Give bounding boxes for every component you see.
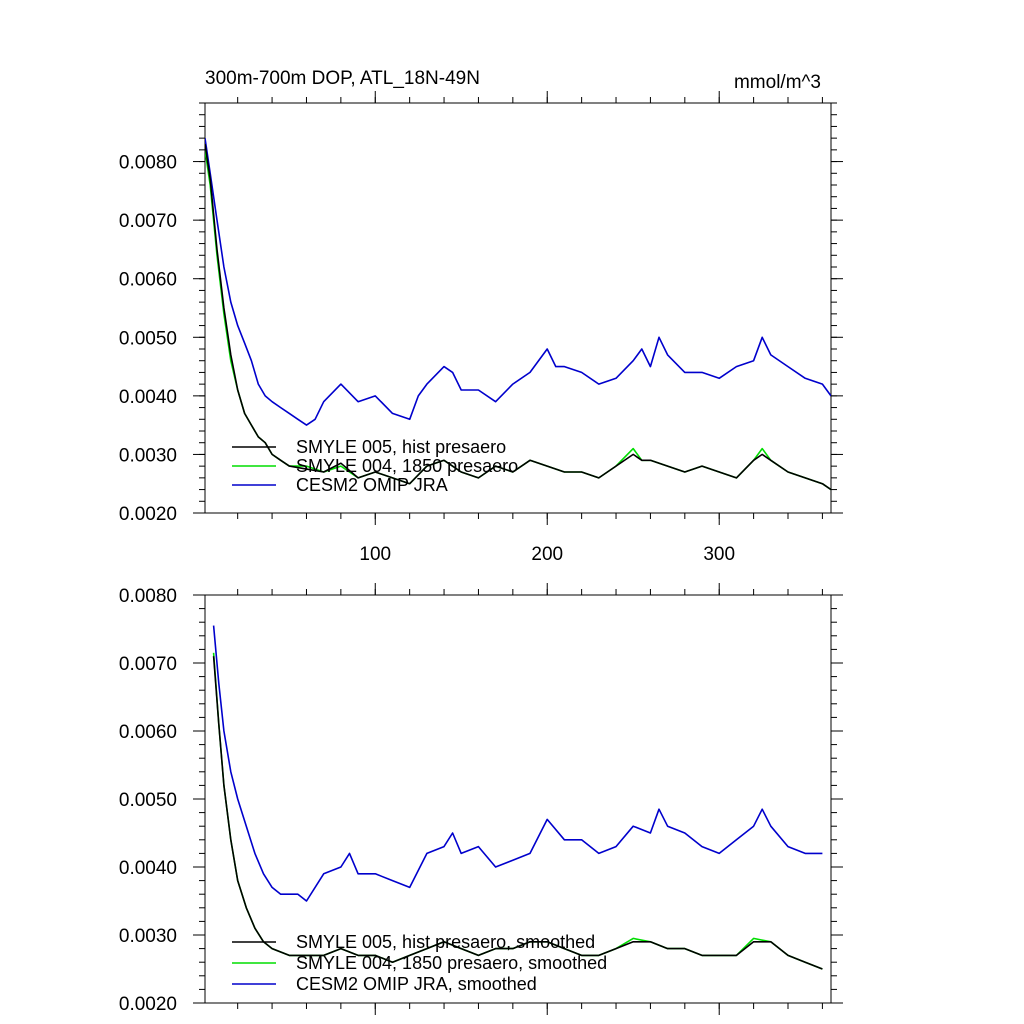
- y-tick-label: 0.0080: [119, 153, 177, 174]
- legend-label: SMYLE 005, hist presaero, smoothed: [296, 932, 595, 952]
- series-line-0: [205, 143, 831, 491]
- x-tick-label: 100: [359, 544, 391, 565]
- y-tick-label: 0.0020: [119, 504, 177, 525]
- x-tick-label: 200: [531, 544, 563, 565]
- y-tick-label: 0.0070: [119, 654, 177, 675]
- y-tick-label: 0.0050: [119, 790, 177, 811]
- y-tick-label: 0.0050: [119, 328, 177, 349]
- y-tick-label: 0.0020: [119, 994, 177, 1015]
- plot-frame: [204, 102, 832, 514]
- panel-bottom: 0.0020 0.0030 0.0040 0.0050 0.0060 0.0070 0.00…: [119, 583, 843, 1015]
- series-line-0: [212, 656, 823, 970]
- chart-title: 300m-700m DOP, ATL_18N-49N: [205, 68, 480, 89]
- y-tick-label: 0.0080: [119, 586, 177, 607]
- series-line-2: [212, 625, 823, 902]
- legend-label: SMYLE 005, hist presaero: [296, 437, 506, 457]
- y-tick-label: 0.0040: [119, 387, 177, 408]
- legend-label: SMYLE 004, 1850 presaero, smoothed: [296, 953, 607, 973]
- series-line-1: [212, 652, 823, 970]
- y-tick-label: 0.0030: [119, 926, 177, 947]
- y-tick-label: 0.0030: [119, 445, 177, 466]
- series-line-2: [205, 137, 831, 426]
- legend-label: CESM2 OMIP JRA, smoothed: [296, 974, 537, 994]
- x-tick-label: 300: [703, 544, 735, 565]
- units-label: mmol/m^3: [734, 72, 821, 93]
- panel-top: 0.0020 0.0030 0.0040 0.0050 0.0060 0.0070 0.00…: [119, 68, 843, 565]
- legend-label: CESM2 OMIP JRA: [296, 475, 448, 495]
- y-tick-label: 0.0040: [119, 858, 177, 879]
- y-tick-label: 0.0060: [119, 270, 177, 291]
- y-tick-label: 0.0060: [119, 722, 177, 743]
- y-tick-label: 0.0070: [119, 211, 177, 232]
- legend-label: SMYLE 004, 1850 presaero: [296, 456, 518, 476]
